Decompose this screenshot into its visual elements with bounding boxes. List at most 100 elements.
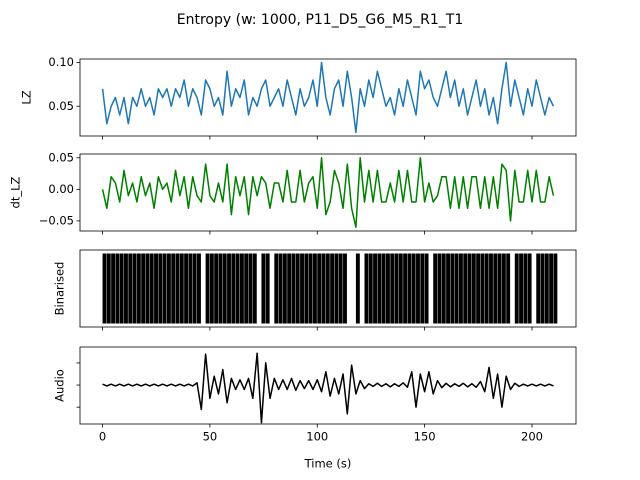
bin-bar bbox=[463, 253, 468, 324]
x-tick-label: 100 bbox=[306, 430, 328, 444]
bin-bar bbox=[179, 253, 184, 324]
bin-bar bbox=[394, 253, 399, 324]
bin-bar bbox=[128, 253, 133, 324]
bin-bar bbox=[411, 253, 416, 324]
bin-bar bbox=[424, 253, 429, 324]
bin-bar bbox=[501, 253, 506, 324]
bin-bar bbox=[544, 253, 549, 324]
bin-bar bbox=[381, 253, 386, 324]
bin-bar bbox=[458, 253, 463, 324]
bin-bar bbox=[497, 253, 502, 324]
bin-bar bbox=[295, 253, 300, 324]
bin-bar bbox=[334, 253, 339, 324]
bin-bar bbox=[523, 253, 528, 324]
bin-bar bbox=[454, 253, 459, 324]
bin-bar bbox=[506, 253, 511, 324]
bin-bar bbox=[115, 253, 120, 324]
axes-frame bbox=[79, 153, 577, 232]
bin-bar bbox=[343, 253, 347, 324]
bin-bar bbox=[231, 253, 236, 324]
bin-bar bbox=[162, 253, 167, 324]
bin-bar bbox=[433, 253, 438, 324]
bin-bar bbox=[338, 253, 343, 324]
bin-bar bbox=[355, 253, 360, 324]
bin-bar bbox=[188, 253, 193, 324]
bin-bar bbox=[403, 253, 408, 324]
bin-bar bbox=[321, 253, 326, 324]
y-axis-label: Audio bbox=[53, 369, 67, 402]
bin-bar bbox=[106, 253, 111, 324]
bin-bar bbox=[291, 253, 296, 324]
y-axis-label: Binarised bbox=[53, 262, 67, 316]
bin-bar bbox=[364, 253, 369, 324]
bin-bar bbox=[145, 253, 150, 324]
figure-title: Entropy (w: 1000, P11_D5_G6_M5_R1_T1 bbox=[177, 12, 463, 28]
bin-bar bbox=[549, 253, 554, 324]
bin-bar bbox=[252, 253, 257, 324]
bin-bar bbox=[239, 253, 244, 324]
bin-bar bbox=[218, 253, 223, 324]
y-tick-label: 0.10 bbox=[48, 55, 74, 69]
bin-bar bbox=[278, 253, 283, 324]
bin-bar bbox=[244, 253, 249, 324]
bin-bar bbox=[416, 253, 420, 324]
bin-bar bbox=[484, 253, 489, 324]
bin-bar bbox=[489, 253, 493, 324]
bin-bar bbox=[141, 253, 146, 324]
bin-bar bbox=[304, 253, 309, 324]
bin-bar bbox=[154, 253, 158, 324]
bin-bar bbox=[184, 253, 189, 324]
bin-bar bbox=[171, 253, 176, 324]
bin-bar bbox=[205, 253, 210, 324]
bin-bar bbox=[119, 253, 124, 324]
bin-bar bbox=[248, 253, 253, 324]
bin-bar bbox=[325, 253, 330, 324]
x-tick-label: 0 bbox=[99, 430, 106, 444]
x-tick-label: 150 bbox=[414, 430, 436, 444]
x-tick-label: 200 bbox=[521, 430, 543, 444]
bin-bar bbox=[385, 253, 390, 324]
bin-bar bbox=[209, 253, 214, 324]
bin-bar bbox=[300, 253, 304, 324]
bin-bar bbox=[197, 253, 201, 324]
bin-bar bbox=[527, 253, 532, 324]
series-line bbox=[101, 157, 555, 228]
bin-bar bbox=[553, 253, 558, 324]
x-axis-label: Time (s) bbox=[304, 457, 352, 471]
bin-bar bbox=[149, 253, 154, 324]
bin-bar bbox=[407, 253, 412, 324]
bin-bar bbox=[446, 253, 450, 324]
bin-bar bbox=[308, 253, 313, 324]
bin-bar bbox=[390, 253, 395, 324]
bin-bar bbox=[420, 253, 425, 324]
axes-frame bbox=[79, 346, 577, 425]
bin-bar bbox=[519, 253, 523, 324]
y-tick-label: 0.00 bbox=[48, 182, 74, 196]
bin-bar bbox=[222, 253, 227, 324]
bin-bar bbox=[480, 253, 485, 324]
bin-bar bbox=[377, 253, 382, 324]
bin-bar bbox=[132, 253, 137, 324]
bin-bar bbox=[493, 253, 498, 324]
axes-frame bbox=[79, 58, 577, 137]
axes-frame bbox=[79, 249, 577, 328]
bin-bar bbox=[317, 253, 322, 324]
bin-bar bbox=[166, 253, 171, 324]
bin-bar bbox=[214, 253, 219, 324]
bin-bar bbox=[274, 253, 279, 324]
bin-bar bbox=[536, 253, 541, 324]
y-tick-label: 0.05 bbox=[48, 99, 74, 113]
bin-bar bbox=[373, 253, 377, 324]
y-axis-label: dt_LZ bbox=[9, 176, 23, 208]
bin-bar bbox=[192, 253, 197, 324]
bin-bar bbox=[175, 253, 180, 324]
bin-bar bbox=[227, 253, 231, 324]
bin-bar bbox=[136, 253, 141, 324]
bin-bar bbox=[471, 253, 476, 324]
y-axis-label: LZ bbox=[20, 90, 34, 104]
bin-bar bbox=[158, 253, 163, 324]
y-tick-label: −0.05 bbox=[39, 213, 74, 227]
bin-bar bbox=[476, 253, 481, 324]
